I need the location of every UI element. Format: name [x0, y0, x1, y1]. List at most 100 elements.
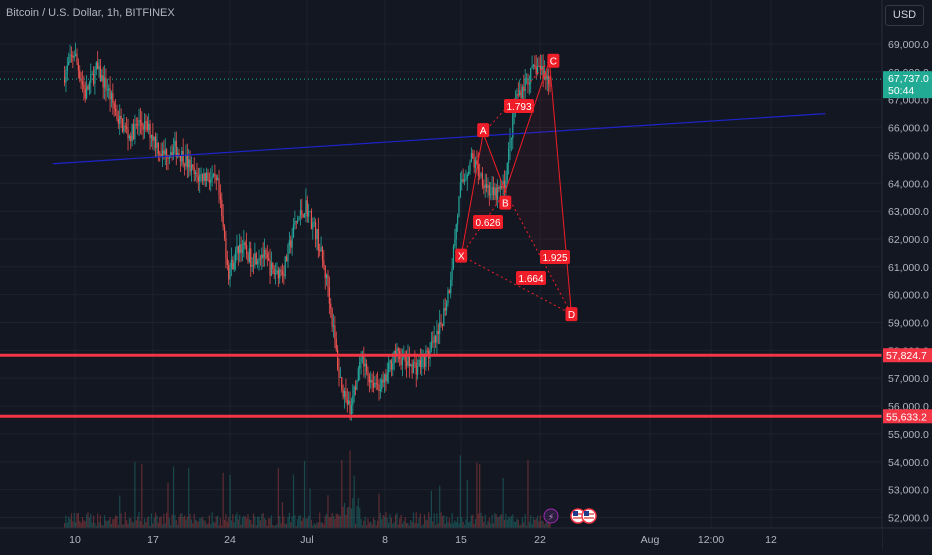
volume-bar: [167, 482, 169, 528]
volume-bar: [530, 515, 532, 528]
volume-bar: [360, 518, 362, 528]
volume-bar: [349, 450, 351, 528]
volume-bar: [519, 525, 521, 528]
volume-bar: [481, 515, 484, 528]
volume-bar: [110, 524, 113, 528]
volume-bar: [237, 519, 239, 528]
candle-body: [174, 140, 176, 147]
candle-body: [258, 258, 260, 262]
volume-bar: [392, 523, 394, 528]
volume-bar: [337, 514, 339, 528]
candle-body: [419, 359, 421, 367]
ratio-line-ac: [482, 60, 550, 134]
volume-bar: [400, 514, 402, 528]
candle-body: [68, 61, 70, 65]
candle-body: [126, 126, 128, 129]
volume-bar: [132, 522, 135, 528]
candle-body: [548, 75, 550, 84]
currency-button[interactable]: USD: [885, 5, 924, 26]
volume-bar: [305, 518, 307, 528]
volume-bar: [88, 517, 90, 528]
volume-bar: [240, 524, 242, 528]
volume-bar: [69, 518, 71, 528]
candle-body: [490, 194, 492, 196]
candle-body: [530, 68, 532, 84]
candle-body: [217, 178, 219, 181]
volume-bar: [135, 520, 137, 528]
level-price-badge: [883, 348, 932, 363]
pattern-point-badge: [499, 195, 512, 210]
pattern-point-c: C: [547, 53, 560, 68]
candle-body: [363, 355, 365, 367]
volume-bar: [410, 519, 412, 528]
volume-bar: [335, 513, 337, 528]
volume-bar: [203, 520, 205, 528]
volume-bar: [476, 462, 478, 528]
candle-body: [240, 244, 242, 253]
volume-bar: [90, 513, 92, 528]
volume-bar: [461, 517, 463, 528]
candle-body: [316, 229, 318, 240]
volume-bar: [357, 498, 359, 528]
volume-bar: [223, 519, 226, 528]
candle-body: [502, 180, 504, 188]
candle-body: [308, 211, 310, 217]
candle-body: [87, 86, 89, 90]
volume-bar: [276, 524, 278, 528]
volume-bar: [225, 514, 227, 528]
us-flag-icon[interactable]: [581, 508, 597, 524]
volume-bar: [139, 520, 142, 528]
candle-body: [480, 173, 482, 176]
candle-body: [386, 372, 388, 382]
current-price-value: 67,737.0: [888, 73, 929, 85]
candle-body: [465, 178, 467, 180]
candle-body: [400, 359, 402, 366]
pattern-labels: X A B C D 1.793 0.626 1.925 1.664: [455, 53, 578, 322]
level-price-label: 57,824.7: [886, 350, 927, 362]
volume-bar: [433, 513, 435, 528]
volume-bar: [288, 512, 290, 528]
volume-bar: [76, 513, 78, 528]
candle-body: [167, 158, 169, 159]
candle-body: [327, 274, 329, 288]
candle-body: [84, 88, 86, 99]
candle-body: [498, 187, 500, 190]
symbol-title: Bitcoin / U.S. Dollar, 1h, BITFINEX: [6, 7, 175, 19]
candle-body: [124, 125, 126, 127]
volume-bar: [113, 518, 115, 528]
candle-body: [254, 253, 256, 266]
pattern-ratio-badge: 1.664: [516, 271, 546, 285]
pattern-point-x: X: [455, 248, 468, 263]
candle-body: [241, 249, 244, 253]
volume-bar: [312, 525, 314, 528]
volume-bar: [181, 513, 183, 528]
candle-body: [357, 368, 359, 381]
volume-bar: [86, 514, 88, 528]
candle-body: [179, 155, 182, 162]
time-axis-panel[interactable]: [0, 528, 882, 550]
candle-body: [372, 382, 375, 388]
volume-bar: [477, 513, 479, 528]
volume-bar: [258, 516, 260, 528]
volume-bar: [201, 517, 204, 528]
volume-bar: [436, 513, 438, 528]
candle-body: [257, 261, 259, 264]
volume-bar: [295, 525, 297, 528]
volume-bar: [211, 512, 213, 528]
volume-bar: [65, 515, 67, 528]
trendline[interactable]: [52, 113, 826, 165]
candle-body: [246, 244, 248, 254]
volume-bar: [371, 524, 373, 528]
candle-body: [106, 90, 108, 91]
candle-body: [212, 173, 215, 177]
candle-body: [149, 123, 151, 139]
lightning-icon[interactable]: [543, 508, 559, 524]
event-markers[interactable]: ⚡: [543, 508, 597, 524]
volume-bar: [183, 515, 186, 528]
candle-body: [90, 74, 92, 83]
candle-body: [379, 389, 381, 392]
volume-bar: [462, 521, 464, 528]
